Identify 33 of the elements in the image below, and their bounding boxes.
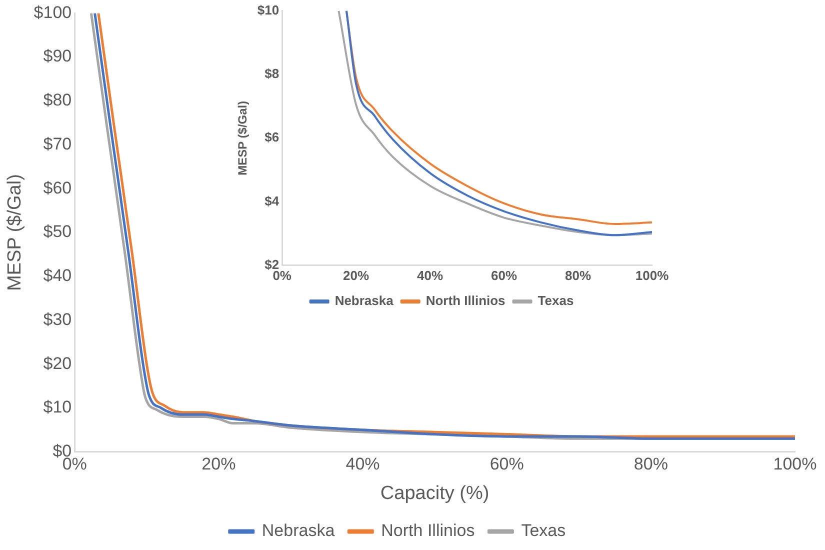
x-tick-label: 100% <box>635 268 670 283</box>
y-tick-label: $60 <box>43 178 72 198</box>
y-tick-label: $40 <box>43 266 72 286</box>
y-tick-label: $10 <box>257 2 280 18</box>
x-tick-label: 40% <box>417 268 444 283</box>
x-tick-label: 80% <box>565 268 592 283</box>
y-tick-label: $90 <box>43 46 72 66</box>
y-tick-label: $30 <box>43 310 72 329</box>
y-tick-label: $6 <box>264 130 280 145</box>
y-tick-label: $70 <box>43 134 72 154</box>
y-tick-label: $10 <box>43 398 72 417</box>
x-tick-label: 20% <box>202 454 236 474</box>
legend-label: Texas <box>521 521 566 540</box>
y-axis-title: MESP ($/Gal) <box>236 100 250 176</box>
legend-label: Nebraska <box>262 521 336 540</box>
y-tick-label: $20 <box>43 354 72 373</box>
y-tick-label: $4 <box>264 193 280 208</box>
x-axis-title: Capacity (%) <box>380 482 490 504</box>
x-tick-label: 60% <box>490 454 524 474</box>
y-tick-label: $100 <box>34 2 72 22</box>
y-tick-label: $50 <box>43 222 72 242</box>
legend-label: Texas <box>538 293 574 308</box>
y-axis-title: MESP ($/Gal) <box>4 174 26 291</box>
y-tick-label: $8 <box>264 66 280 82</box>
legend-label: North Illinios <box>426 293 506 308</box>
x-tick-label: 100% <box>773 454 817 474</box>
legend-label: North Illinios <box>381 521 475 540</box>
x-tick-label: 40% <box>346 454 380 474</box>
legend-label: Nebraska <box>334 293 394 308</box>
x-tick-label: 20% <box>343 268 370 283</box>
y-tick-label: $80 <box>43 90 72 110</box>
x-tick-label: 60% <box>491 268 518 283</box>
x-tick-label: 80% <box>634 454 668 474</box>
